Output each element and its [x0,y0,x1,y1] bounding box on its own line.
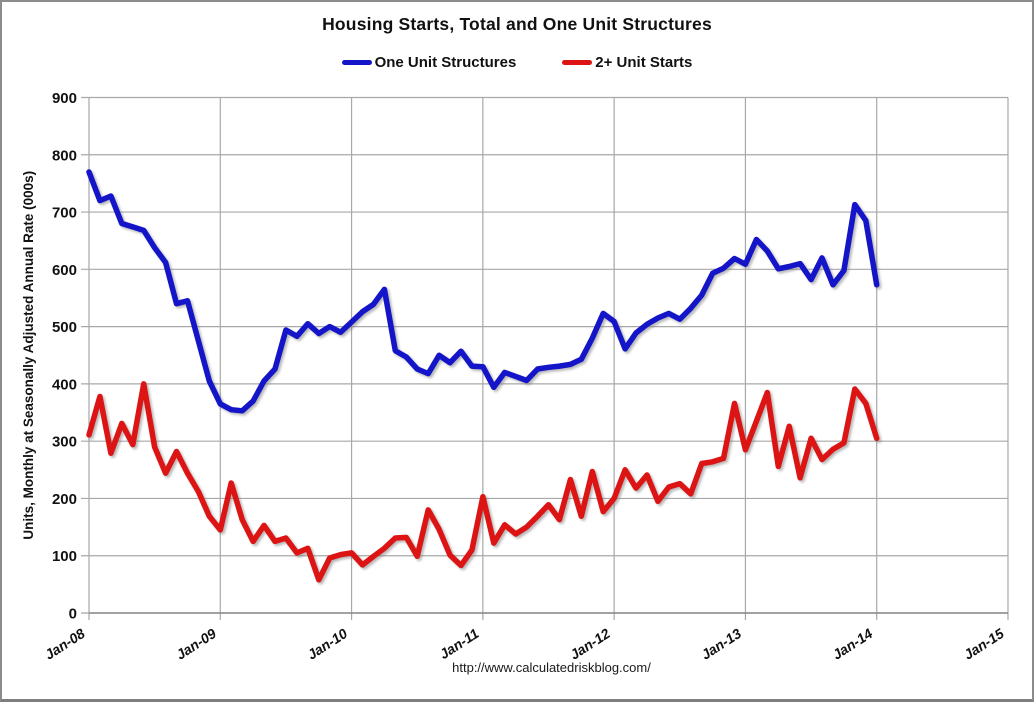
legend-item-two-plus: 2+ Unit Starts [562,54,692,71]
y-tick-label: 400 [52,376,77,393]
y-tick-label: 300 [52,434,77,451]
y-tick-label: 700 [52,205,77,222]
legend-swatch-two-plus-line [562,60,593,65]
y-tick-label: 500 [52,319,77,336]
y-tick-label: 600 [52,262,77,279]
y-tick-label: 900 [52,90,77,107]
legend-item-one-unit: One Unit Structures [341,54,517,71]
series-two-plus-line [86,381,880,583]
x-tick-label: Jan-15 [961,625,1007,663]
y-tick-label: 0 [69,606,77,623]
x-tick-label: Jan-12 [567,625,613,663]
y-axis-title: Units, Monthly at Seasonally Adjusted An… [21,171,36,540]
x-tick-label: Jan-10 [304,625,350,663]
y-tick-label: 800 [52,147,77,164]
series-one-unit-line [86,169,880,414]
chart-title: Housing Starts, Total and One Unit Struc… [322,14,712,34]
x-tick-label: Jan-14 [829,625,875,663]
legend-swatch-one-unit-line [341,60,372,65]
legend-label-two-plus: 2+ Unit Starts [595,54,693,71]
x-tick-label: Jan-13 [698,625,744,663]
y-tick-label: 100 [52,548,77,565]
x-tick-label: Jan-09 [173,625,219,663]
legend: One Unit Structures 2+ Unit Starts [2,54,1032,71]
y-tick-label: 200 [52,491,77,508]
source-url: http://www.calculatedriskblog.com/ [452,660,651,675]
legend-label-one-unit: One Unit Structures [374,54,517,71]
x-tick-label: Jan-11 [436,625,481,662]
x-tick-label: Jan-08 [42,625,88,663]
